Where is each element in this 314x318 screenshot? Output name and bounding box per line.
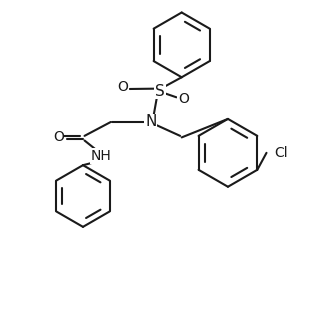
Text: NH: NH (91, 149, 112, 163)
Text: S: S (155, 84, 165, 99)
Text: O: O (178, 92, 189, 106)
Text: O: O (53, 130, 64, 144)
Text: Cl: Cl (274, 146, 288, 160)
Text: O: O (118, 80, 128, 93)
Text: N: N (145, 114, 156, 129)
